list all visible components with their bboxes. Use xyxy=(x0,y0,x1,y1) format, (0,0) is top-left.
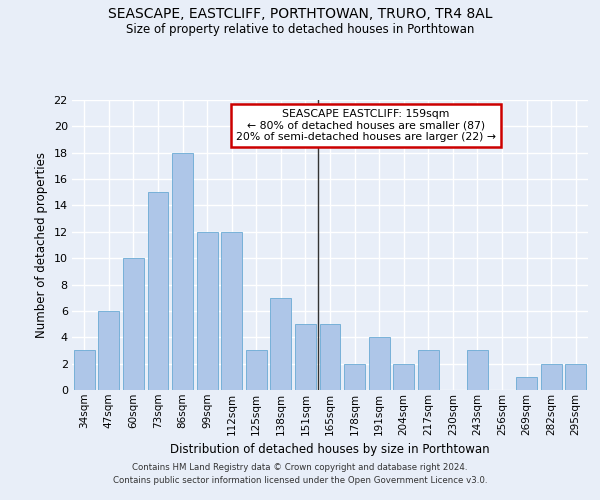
Bar xyxy=(221,232,242,390)
Y-axis label: Number of detached properties: Number of detached properties xyxy=(35,152,48,338)
Bar xyxy=(541,364,562,390)
Text: SEASCAPE, EASTCLIFF, PORTHTOWAN, TRURO, TR4 8AL: SEASCAPE, EASTCLIFF, PORTHTOWAN, TRURO, … xyxy=(108,8,492,22)
Text: Contains HM Land Registry data © Crown copyright and database right 2024.: Contains HM Land Registry data © Crown c… xyxy=(132,464,468,472)
Bar xyxy=(197,232,218,390)
Bar xyxy=(320,324,340,390)
Bar xyxy=(295,324,316,390)
Text: Distribution of detached houses by size in Porthtowan: Distribution of detached houses by size … xyxy=(170,442,490,456)
Bar xyxy=(172,152,193,390)
Bar xyxy=(418,350,439,390)
Bar xyxy=(467,350,488,390)
Bar xyxy=(246,350,267,390)
Text: Contains public sector information licensed under the Open Government Licence v3: Contains public sector information licen… xyxy=(113,476,487,485)
Bar xyxy=(74,350,95,390)
Bar xyxy=(565,364,586,390)
Text: Size of property relative to detached houses in Porthtowan: Size of property relative to detached ho… xyxy=(126,22,474,36)
Bar xyxy=(271,298,292,390)
Bar xyxy=(516,377,537,390)
Bar xyxy=(368,338,389,390)
Bar xyxy=(123,258,144,390)
Text: SEASCAPE EASTCLIFF: 159sqm
← 80% of detached houses are smaller (87)
20% of semi: SEASCAPE EASTCLIFF: 159sqm ← 80% of deta… xyxy=(236,108,496,142)
Bar xyxy=(344,364,365,390)
Bar xyxy=(393,364,414,390)
Bar xyxy=(148,192,169,390)
Bar xyxy=(98,311,119,390)
